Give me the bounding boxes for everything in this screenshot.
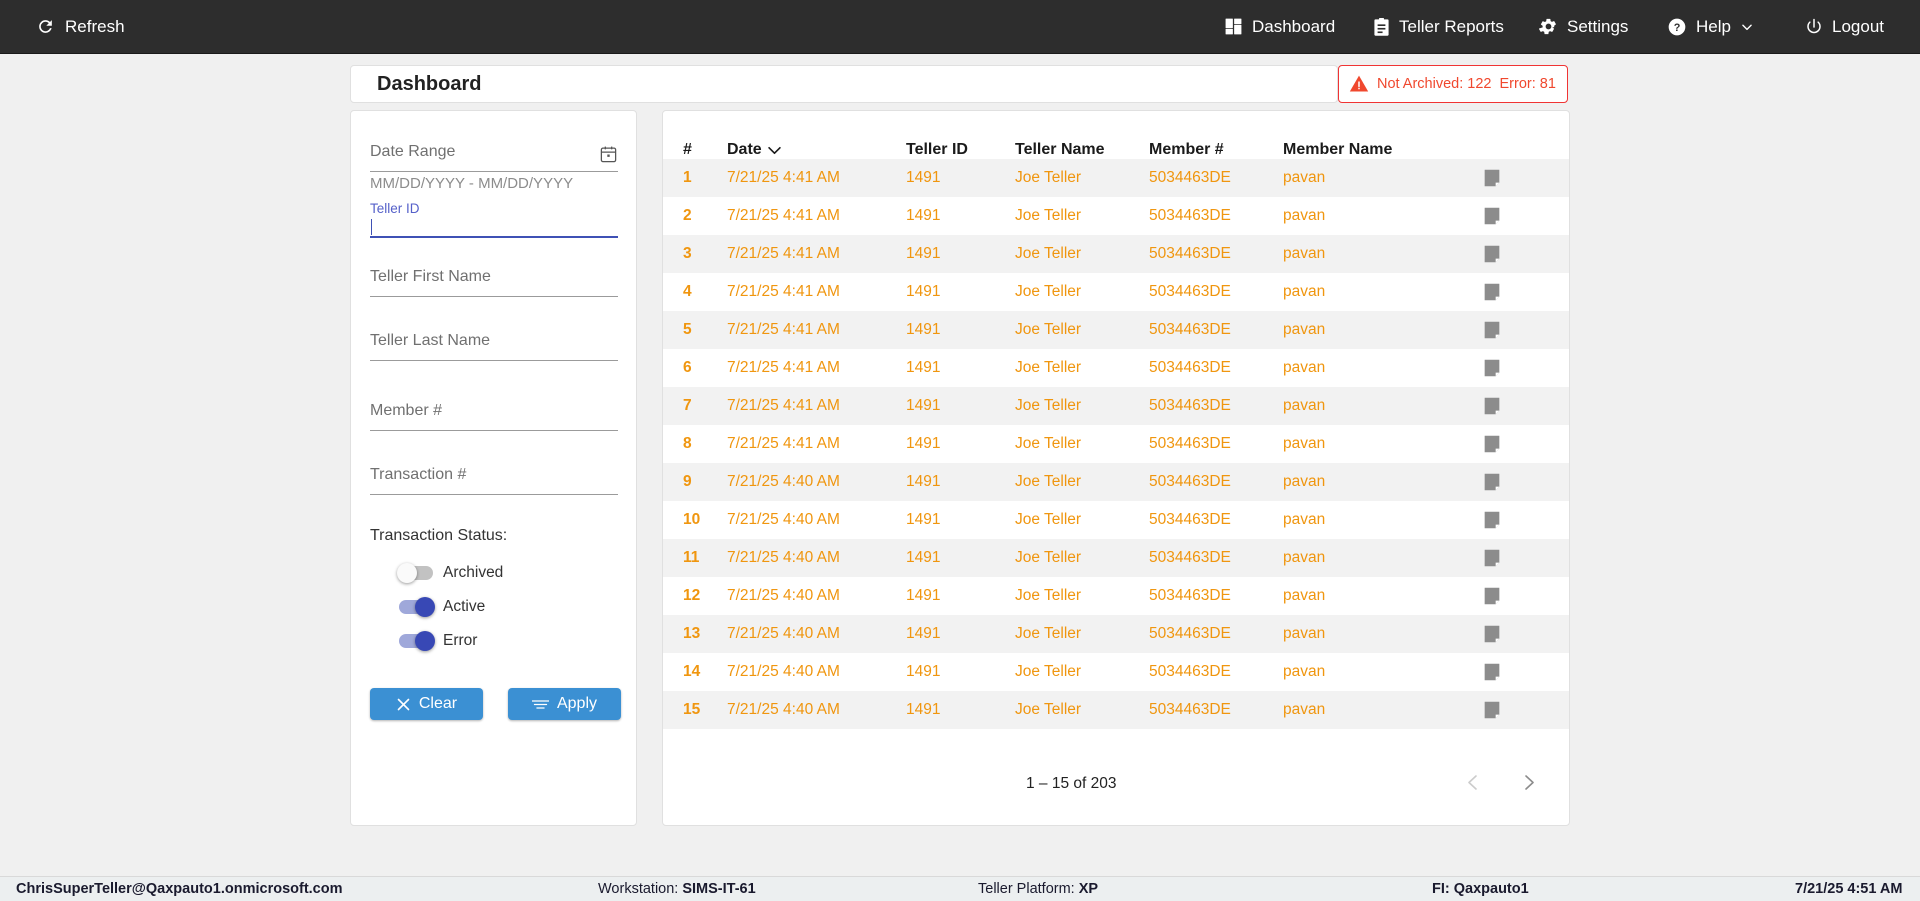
svg-text:?: ?: [1674, 22, 1681, 34]
